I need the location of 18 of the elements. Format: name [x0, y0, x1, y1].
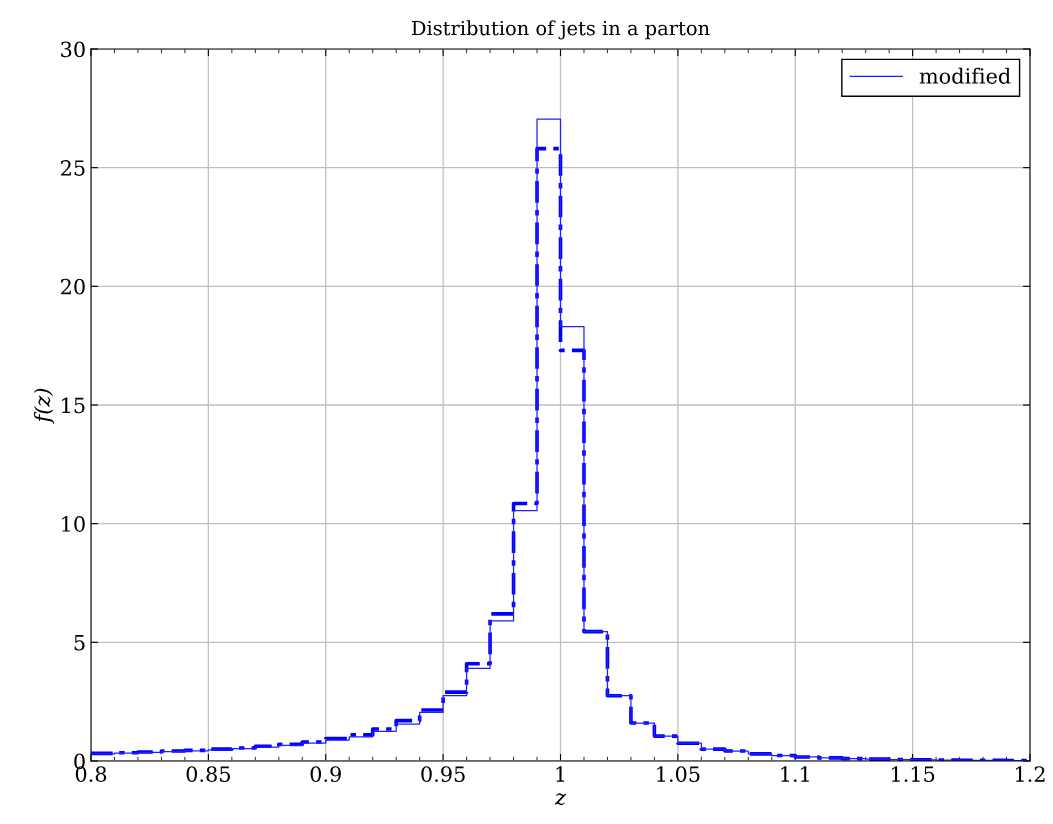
chart-title: Distribution of jets in a parton	[411, 20, 710, 40]
x-tick-label: 0.9	[310, 766, 341, 782]
legend-label: modified	[919, 67, 1011, 84]
y-tick-label: 15	[62, 397, 85, 414]
y-tick-label: 5	[74, 635, 85, 651]
x-tick-label: 1.2	[1015, 766, 1045, 782]
x-axis-title: z	[554, 793, 567, 806]
x-tick-label: 1.15	[891, 766, 935, 782]
y-tick-label: 30	[61, 41, 85, 58]
x-tick-label: 1.1	[781, 766, 809, 782]
x-tick-label: 1	[556, 766, 565, 782]
x-tick-label: 0.85	[186, 766, 230, 782]
x-tick-label: 1.05	[657, 766, 700, 782]
y-tick-label: 20	[61, 278, 85, 295]
y-axis-title: f(z)	[33, 388, 55, 424]
x-tick-label: 0.95	[421, 766, 465, 782]
y-tick-label: 25	[61, 160, 85, 176]
y-tick-label: 10	[62, 516, 85, 532]
